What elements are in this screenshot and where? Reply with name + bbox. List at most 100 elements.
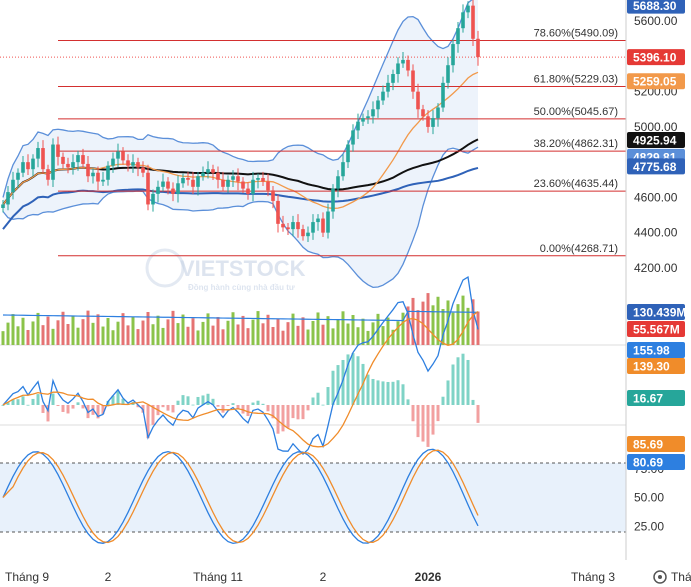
- candle-79[interactable]: [396, 63, 400, 75]
- candle-84[interactable]: [421, 109, 425, 117]
- candle-35[interactable]: [176, 183, 180, 194]
- stochastic-pane[interactable]: [0, 448, 626, 545]
- candle-12[interactable]: [61, 156, 65, 164]
- candle-56[interactable]: [281, 223, 285, 228]
- candle-49[interactable]: [246, 188, 250, 194]
- candle-51[interactable]: [256, 178, 260, 180]
- candle-92[interactable]: [461, 12, 465, 29]
- candle-45[interactable]: [226, 179, 230, 187]
- candle-4[interactable]: [21, 162, 25, 173]
- price-pane[interactable]: 78.60%(5490.09) 61.80%(5229.03) 50.00%(504…: [0, 0, 626, 289]
- candle-94[interactable]: [471, 5, 475, 39]
- candle-16[interactable]: [81, 155, 85, 164]
- candle-25[interactable]: [126, 160, 130, 166]
- candle-8[interactable]: [41, 148, 45, 170]
- candle-29[interactable]: [146, 172, 150, 205]
- macd-pane[interactable]: [0, 276, 626, 456]
- candle-10[interactable]: [51, 144, 55, 180]
- candle-37[interactable]: [186, 178, 190, 180]
- candle-33[interactable]: [166, 181, 170, 189]
- candle-87[interactable]: [436, 107, 440, 119]
- candle-65[interactable]: [326, 211, 330, 233]
- candle-93[interactable]: [466, 5, 470, 13]
- candle-63[interactable]: [316, 218, 320, 223]
- candle-71[interactable]: [356, 121, 360, 131]
- candle-44[interactable]: [221, 179, 225, 187]
- candle-52[interactable]: [261, 178, 265, 182]
- candle-11[interactable]: [56, 144, 60, 157]
- candle-20[interactable]: [101, 179, 105, 182]
- candle-61[interactable]: [306, 232, 310, 237]
- candle-90[interactable]: [451, 44, 455, 66]
- candle-15[interactable]: [76, 155, 80, 163]
- candle-80[interactable]: [401, 59, 405, 64]
- candle-6[interactable]: [31, 158, 35, 170]
- candle-27[interactable]: [136, 162, 140, 168]
- candle-58[interactable]: [291, 222, 295, 230]
- candle-32[interactable]: [161, 181, 165, 187]
- candle-50[interactable]: [251, 179, 255, 194]
- candle-13[interactable]: [66, 163, 70, 168]
- candle-36[interactable]: [181, 178, 185, 184]
- candle-48[interactable]: [241, 181, 245, 189]
- candle-69[interactable]: [346, 144, 350, 163]
- candle-83[interactable]: [416, 91, 420, 110]
- candle-86[interactable]: [431, 118, 435, 127]
- candle-64[interactable]: [321, 218, 325, 233]
- candle-26[interactable]: [131, 162, 135, 166]
- candle-82[interactable]: [411, 70, 415, 92]
- candle-54[interactable]: [271, 190, 275, 201]
- candle-88[interactable]: [441, 82, 445, 108]
- candle-89[interactable]: [446, 65, 450, 83]
- candle-91[interactable]: [456, 28, 460, 45]
- candle-40[interactable]: [201, 172, 205, 177]
- candle-17[interactable]: [86, 163, 90, 177]
- candle-55[interactable]: [276, 200, 280, 224]
- candle-77[interactable]: [386, 82, 390, 92]
- candle-95[interactable]: [476, 38, 480, 58]
- candle-24[interactable]: [121, 151, 125, 161]
- candle-9[interactable]: [46, 169, 50, 180]
- candle-5[interactable]: [26, 162, 30, 170]
- candle-41[interactable]: [206, 169, 210, 173]
- candle-22[interactable]: [111, 158, 115, 166]
- candle-19[interactable]: [96, 172, 100, 182]
- candle-34[interactable]: [171, 188, 175, 194]
- candle-31[interactable]: [156, 186, 160, 194]
- candle-42[interactable]: [211, 169, 215, 173]
- candle-59[interactable]: [296, 222, 300, 230]
- volume-pane[interactable]: [0, 293, 626, 346]
- candle-47[interactable]: [236, 176, 240, 182]
- candle-46[interactable]: [231, 176, 235, 180]
- candle-1[interactable]: [6, 192, 10, 205]
- gear-icon[interactable]: [653, 570, 667, 584]
- candle-75[interactable]: [376, 100, 380, 110]
- candle-74[interactable]: [371, 109, 375, 117]
- candle-28[interactable]: [141, 167, 145, 173]
- candle-73[interactable]: [366, 116, 370, 119]
- candle-0[interactable]: [1, 204, 5, 208]
- candle-43[interactable]: [216, 172, 220, 180]
- candle-30[interactable]: [151, 193, 155, 205]
- candle-72[interactable]: [361, 118, 365, 122]
- candle-85[interactable]: [426, 116, 430, 127]
- candle-78[interactable]: [391, 74, 395, 83]
- candle-60[interactable]: [301, 229, 305, 237]
- candle-57[interactable]: [286, 227, 290, 230]
- candle-62[interactable]: [311, 222, 315, 233]
- candle-18[interactable]: [91, 172, 95, 177]
- candle-38[interactable]: [191, 179, 195, 187]
- candle-53[interactable]: [266, 181, 270, 191]
- candle-23[interactable]: [116, 151, 120, 159]
- candle-70[interactable]: [351, 130, 355, 145]
- candle-81[interactable]: [406, 59, 410, 71]
- candle-3[interactable]: [16, 172, 20, 180]
- candle-7[interactable]: [36, 148, 40, 159]
- candle-39[interactable]: [196, 176, 200, 187]
- candle-66[interactable]: [331, 188, 335, 212]
- candle-67[interactable]: [336, 176, 340, 189]
- candle-76[interactable]: [381, 91, 385, 101]
- candle-21[interactable]: [106, 165, 110, 180]
- candle-2[interactable]: [11, 179, 15, 193]
